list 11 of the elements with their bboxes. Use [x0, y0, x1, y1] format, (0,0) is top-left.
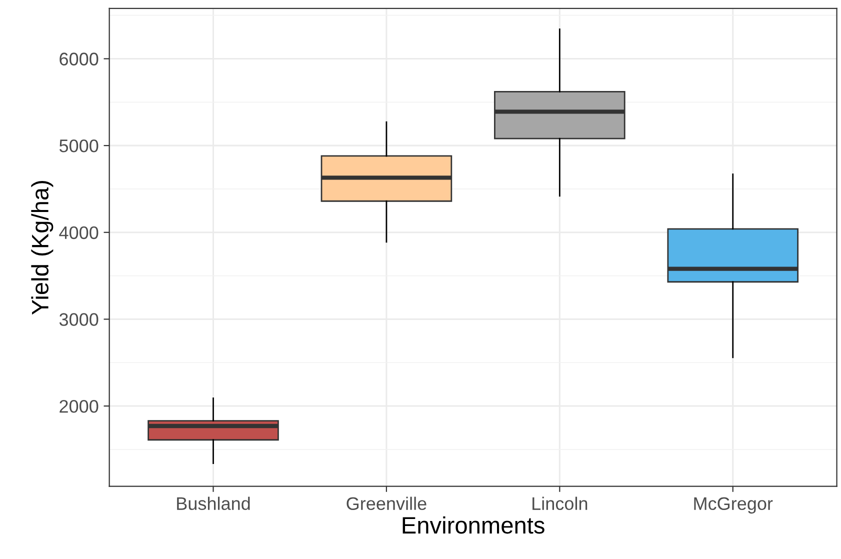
x-tick-label: Bushland: [177, 496, 250, 510]
y-tick-label: 4000: [59, 226, 98, 240]
y-tick-label: 3000: [59, 313, 98, 326]
x-axis-title: Environments: [402, 516, 544, 534]
y-tick-label: 2000: [60, 400, 98, 413]
y-tick-label: 5000: [59, 139, 98, 152]
y-axis-title: Yield (Kg/ha): [31, 181, 54, 315]
x-tick-label: Greenville: [346, 496, 426, 510]
x-tick-label: McGregor: [694, 497, 773, 514]
y-tick-label: 6000: [60, 52, 98, 66]
x-tick-label: Lincoln: [532, 496, 588, 510]
